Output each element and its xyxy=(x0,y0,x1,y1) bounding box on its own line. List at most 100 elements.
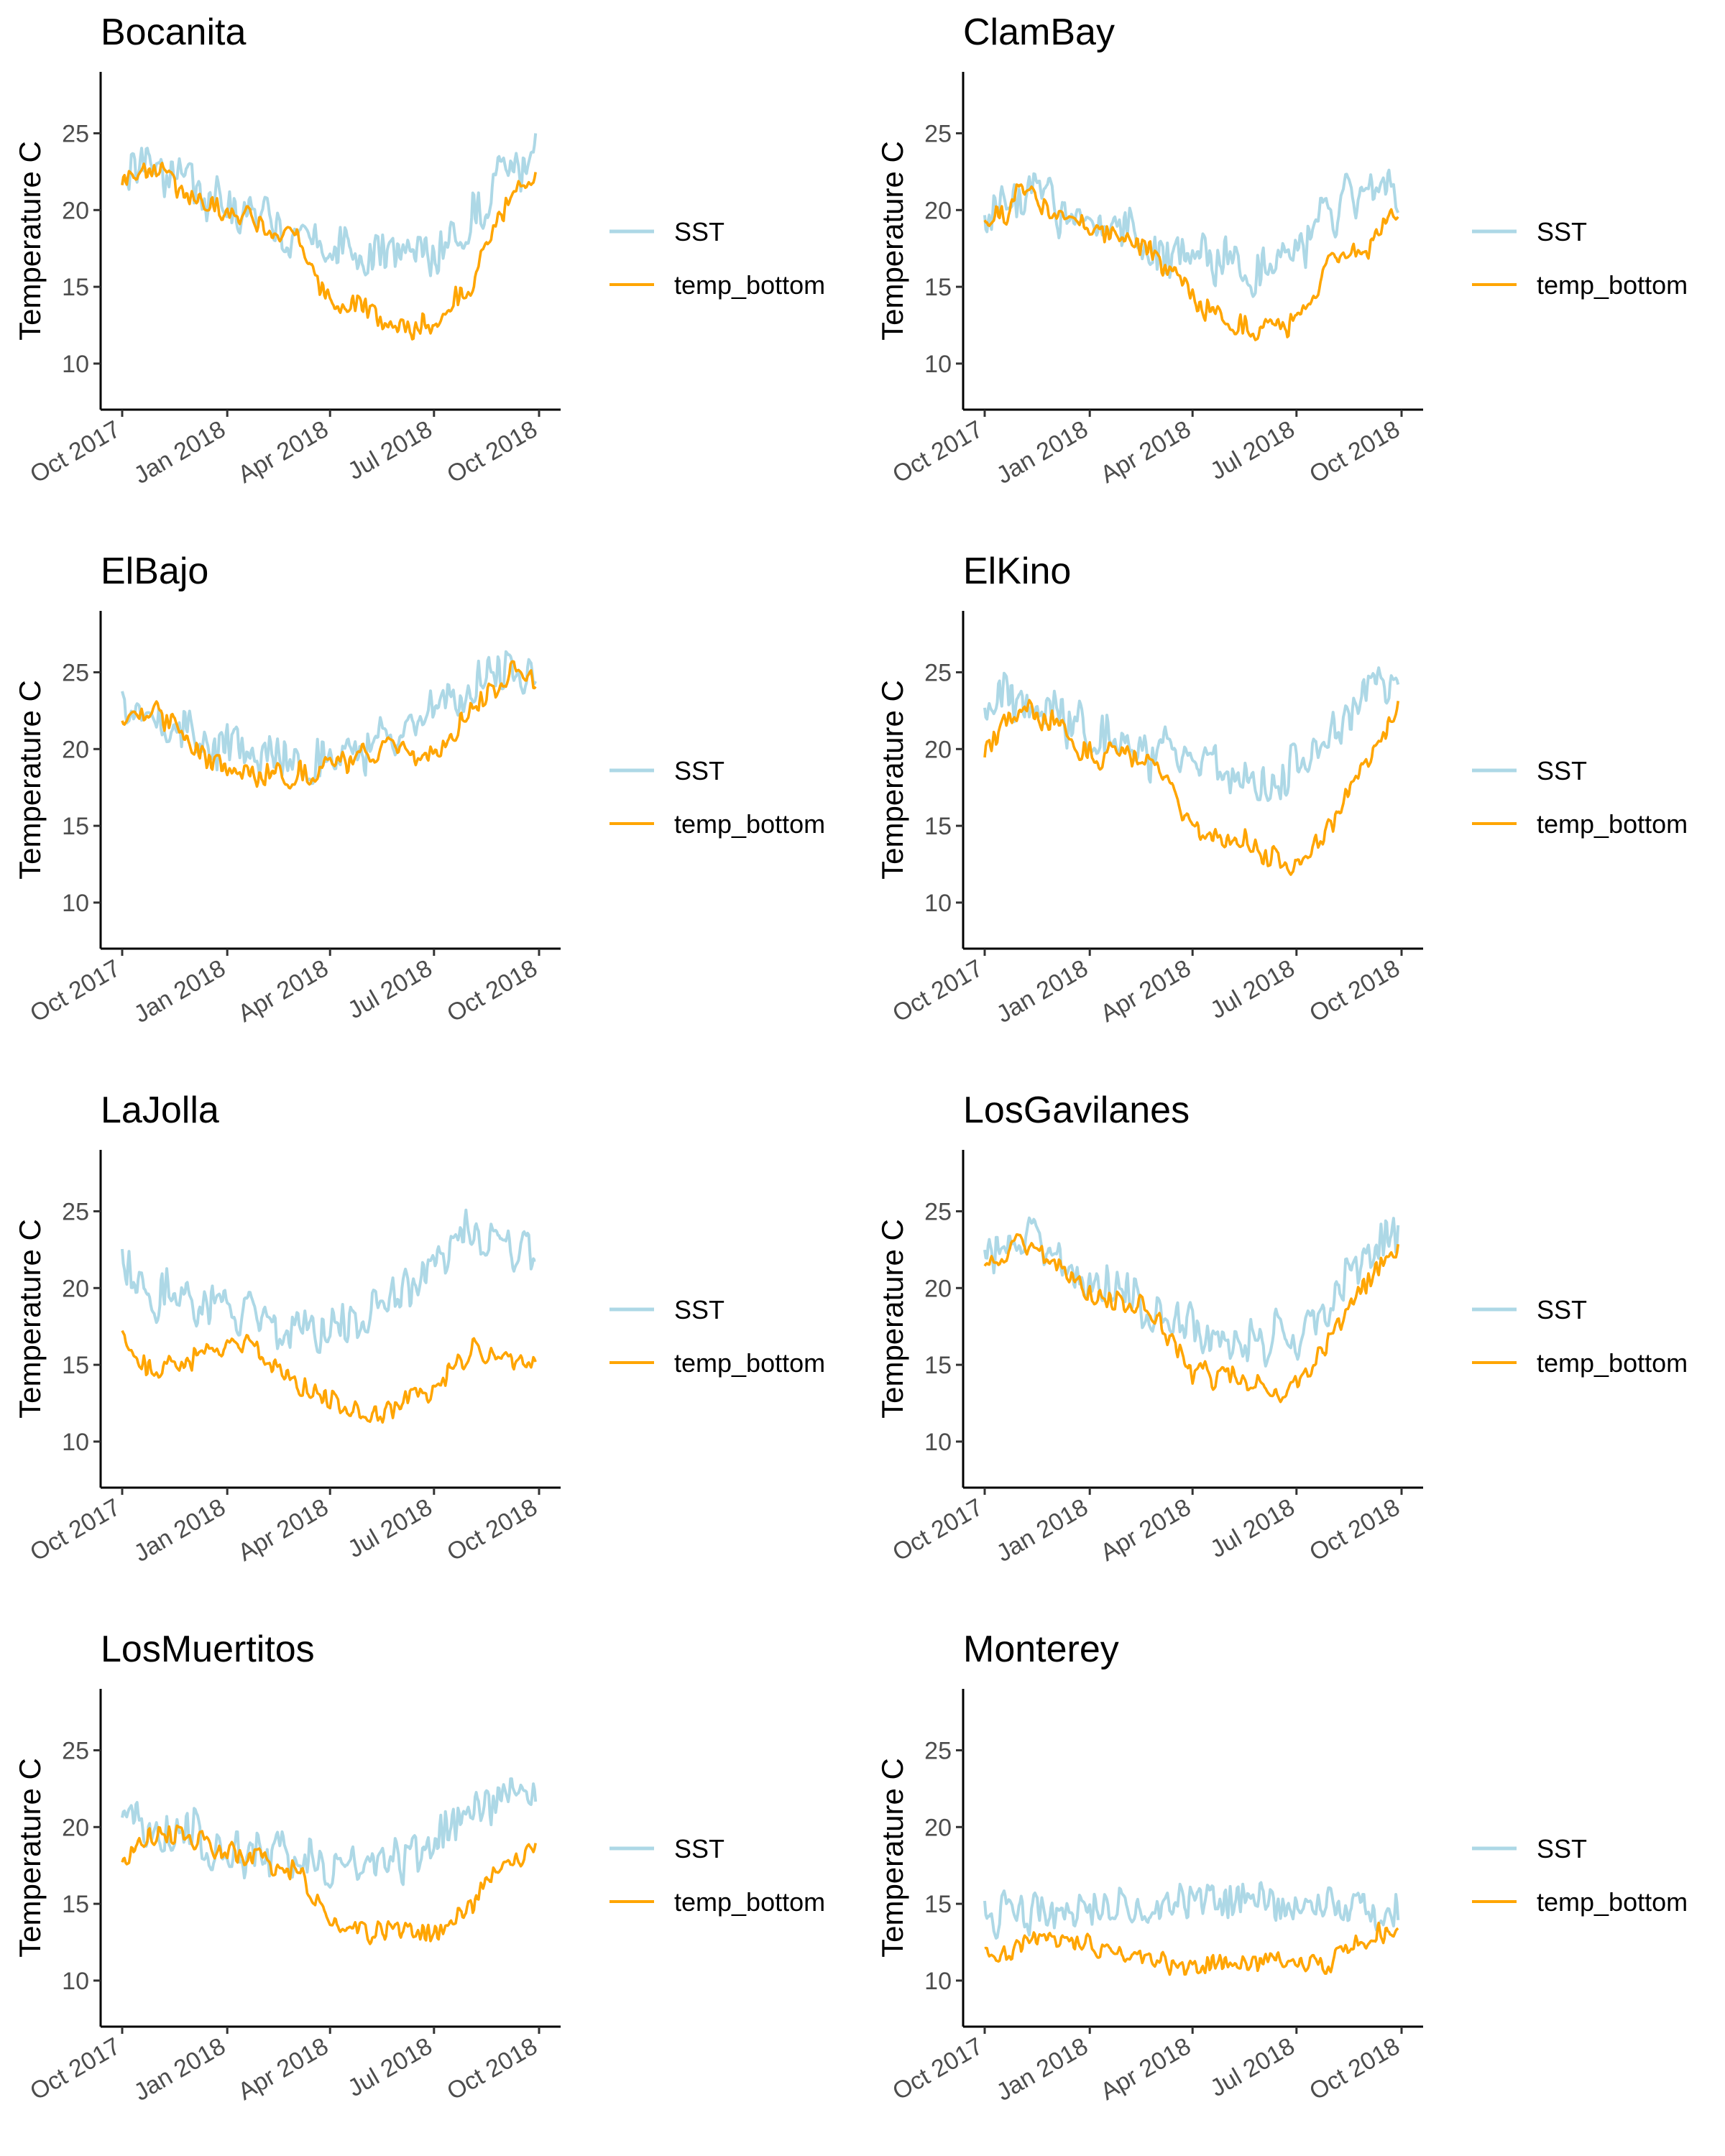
x-tick-label: Apr 2018 xyxy=(234,1493,334,1567)
x-tick-label: Jul 2018 xyxy=(1205,2032,1299,2102)
y-tick-label: 10 xyxy=(62,890,89,917)
x-tick-label: Oct 2018 xyxy=(443,2032,542,2106)
series-line-temp-bottom xyxy=(983,699,1399,876)
chart-panel: LosGavilanes Temperature C 10 15 20 25 Oct 201… xyxy=(862,1078,1725,1617)
y-tick-label: 15 xyxy=(62,1891,89,1918)
legend-label: SST xyxy=(674,756,724,786)
chart-title: ElKino xyxy=(963,550,1071,592)
x-tick-label: Jan 2018 xyxy=(129,2032,230,2106)
x-tick-label: Jan 2018 xyxy=(129,954,230,1028)
y-tick-label: 10 xyxy=(924,1968,952,1995)
y-axis-label: Temperature C xyxy=(13,141,47,341)
y-tick-label: 20 xyxy=(924,1814,952,1841)
line-chart-svg: ElBajo Temperature C 10 15 20 25 Oct 2017 Jan 2… xyxy=(13,550,825,1028)
y-axis-label: Temperature C xyxy=(875,1758,909,1958)
x-tick-label: Oct 2018 xyxy=(443,415,542,489)
legend-label: temp_bottom xyxy=(1537,270,1688,300)
y-tick-label: 15 xyxy=(924,274,952,301)
x-tick-label: Jan 2018 xyxy=(992,415,1092,489)
legend-label: temp_bottom xyxy=(674,1887,825,1917)
x-tick-label: Oct 2017 xyxy=(26,1493,125,1567)
series-line-temp-bottom xyxy=(121,1824,537,1945)
chart-panel: Monterey Temperature C 10 15 20 25 Oct 2017 Jan… xyxy=(862,1617,1725,2156)
x-tick-label: Apr 2018 xyxy=(1096,415,1196,489)
y-tick-label: 10 xyxy=(924,890,952,917)
legend-label: temp_bottom xyxy=(674,809,825,839)
chart-panel: Bocanita Temperature C 10 15 20 25 Oct 2017 Jan… xyxy=(0,0,862,539)
line-chart-svg: ClamBay Temperature C 10 15 20 25 Oct 2017 Jan … xyxy=(875,11,1688,489)
line-chart-svg: LosGavilanes Temperature C 10 15 20 25 Oct 201… xyxy=(875,1089,1688,1567)
series-line-temp-bottom xyxy=(121,1330,537,1424)
legend-label: SST xyxy=(1537,756,1587,786)
y-tick-label: 25 xyxy=(924,120,952,147)
legend-label: SST xyxy=(674,217,724,247)
y-tick-label: 15 xyxy=(62,1352,89,1379)
x-tick-label: Oct 2018 xyxy=(1305,954,1404,1028)
series-line-SST xyxy=(121,1208,536,1354)
y-tick-label: 15 xyxy=(924,813,952,840)
y-tick-label: 25 xyxy=(62,1737,89,1764)
series-line-SST xyxy=(983,666,1400,802)
series-line-temp-bottom xyxy=(983,1233,1399,1404)
y-axis-label: Temperature C xyxy=(13,1758,47,1958)
x-tick-label: Oct 2017 xyxy=(888,1493,988,1567)
y-tick-label: 20 xyxy=(62,1814,89,1841)
chart-panel: LaJolla Temperature C 10 15 20 25 Oct 2017 Jan … xyxy=(0,1078,862,1617)
x-tick-label: Jul 2018 xyxy=(343,415,436,485)
y-tick-label: 20 xyxy=(924,197,952,224)
x-tick-label: Jul 2018 xyxy=(343,2032,436,2102)
y-tick-label: 15 xyxy=(62,813,89,840)
x-tick-label: Jan 2018 xyxy=(992,2032,1092,2106)
y-tick-label: 20 xyxy=(62,736,89,763)
legend-label: SST xyxy=(1537,217,1587,247)
legend-label: temp_bottom xyxy=(1537,809,1688,839)
x-tick-label: Apr 2018 xyxy=(1096,2032,1196,2106)
x-tick-label: Apr 2018 xyxy=(234,415,334,489)
x-tick-label: Oct 2018 xyxy=(1305,2032,1404,2106)
x-tick-label: Oct 2018 xyxy=(443,1493,542,1567)
y-axis-label: Temperature C xyxy=(875,1219,909,1419)
y-tick-label: 25 xyxy=(62,120,89,147)
y-axis-label: Temperature C xyxy=(13,680,47,880)
y-tick-label: 20 xyxy=(924,1275,952,1302)
series-line-SST xyxy=(983,168,1400,298)
chart-panel: ElKino Temperature C 10 15 20 25 Oct 2017 Jan 2… xyxy=(862,539,1725,1078)
x-tick-label: Apr 2018 xyxy=(1096,954,1196,1028)
y-tick-label: 25 xyxy=(924,1737,952,1764)
chart-title: LaJolla xyxy=(101,1089,219,1131)
series-line-temp-bottom xyxy=(121,162,537,341)
x-tick-label: Oct 2017 xyxy=(888,954,988,1028)
x-tick-label: Apr 2018 xyxy=(234,2032,334,2106)
series-line-SST xyxy=(983,1216,1400,1368)
y-tick-label: 20 xyxy=(62,1275,89,1302)
chart-panel: ClamBay Temperature C 10 15 20 25 Oct 2017 Jan … xyxy=(862,0,1725,539)
series-line-SST xyxy=(983,1881,1400,1940)
y-tick-label: 25 xyxy=(924,659,952,686)
chart-title: LosMuertitos xyxy=(101,1628,315,1670)
y-tick-label: 25 xyxy=(62,1198,89,1225)
series-line-temp-bottom xyxy=(984,1921,1399,1976)
y-tick-label: 10 xyxy=(62,351,89,378)
x-tick-label: Oct 2017 xyxy=(888,415,988,489)
y-tick-label: 25 xyxy=(924,1198,952,1225)
chart-title: ElBajo xyxy=(101,550,208,592)
y-tick-label: 15 xyxy=(924,1891,952,1918)
legend-label: SST xyxy=(1537,1834,1587,1864)
series-line-SST xyxy=(121,133,538,277)
y-tick-label: 20 xyxy=(62,197,89,224)
chart-title: ClamBay xyxy=(963,11,1115,53)
y-axis-label: Temperature C xyxy=(13,1219,47,1419)
x-tick-label: Apr 2018 xyxy=(234,954,334,1028)
line-chart-svg: ElKino Temperature C 10 15 20 25 Oct 2017 Jan 2… xyxy=(875,550,1688,1028)
series-line-temp-bottom xyxy=(121,660,537,790)
x-tick-label: Jan 2018 xyxy=(992,954,1092,1028)
series-line-temp-bottom xyxy=(983,183,1399,341)
y-tick-label: 10 xyxy=(62,1429,89,1456)
y-tick-label: 10 xyxy=(62,1968,89,1995)
x-tick-label: Jul 2018 xyxy=(1205,1493,1299,1563)
y-axis-label: Temperature C xyxy=(875,680,909,880)
x-tick-label: Jul 2018 xyxy=(343,954,436,1024)
y-axis-label: Temperature C xyxy=(875,141,909,341)
legend-label: temp_bottom xyxy=(1537,1348,1688,1378)
